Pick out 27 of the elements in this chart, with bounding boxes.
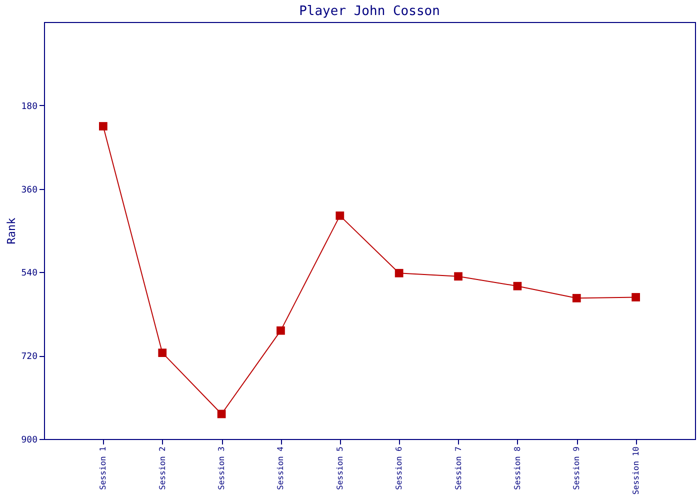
point — [276, 326, 285, 335]
x-tick-label: Session 9 — [572, 446, 582, 490]
point — [454, 272, 462, 281]
y-tick-label: 720 — [21, 352, 38, 362]
x-tick-label: Session 6 — [394, 446, 404, 490]
x-tick-label: Session 5 — [335, 446, 344, 490]
chart-title: Player John Cosson — [299, 4, 440, 19]
point — [158, 348, 167, 358]
y-tick-label: 360 — [21, 185, 38, 196]
point — [513, 282, 522, 290]
x-tick-label: Session 3 — [217, 446, 226, 490]
x-tick-label: Session 7 — [454, 446, 463, 490]
point — [217, 410, 226, 418]
y-tick-label: 180 — [21, 102, 38, 112]
point — [336, 211, 344, 220]
y-tick-label: 900 — [21, 436, 38, 446]
point — [632, 293, 640, 302]
x-tick-label: Session 1 — [98, 446, 108, 490]
x-tick-label: Session 10 — [631, 446, 640, 495]
point — [394, 268, 404, 278]
x-tick-label: Session 2 — [158, 446, 167, 490]
point — [572, 294, 581, 302]
y-axis-title: Rank — [5, 217, 18, 244]
point — [99, 122, 108, 130]
x-tick-label: Session 8 — [512, 446, 522, 490]
y-tick-label: 540 — [21, 268, 38, 279]
x-tick-label: Session 4 — [276, 446, 286, 490]
